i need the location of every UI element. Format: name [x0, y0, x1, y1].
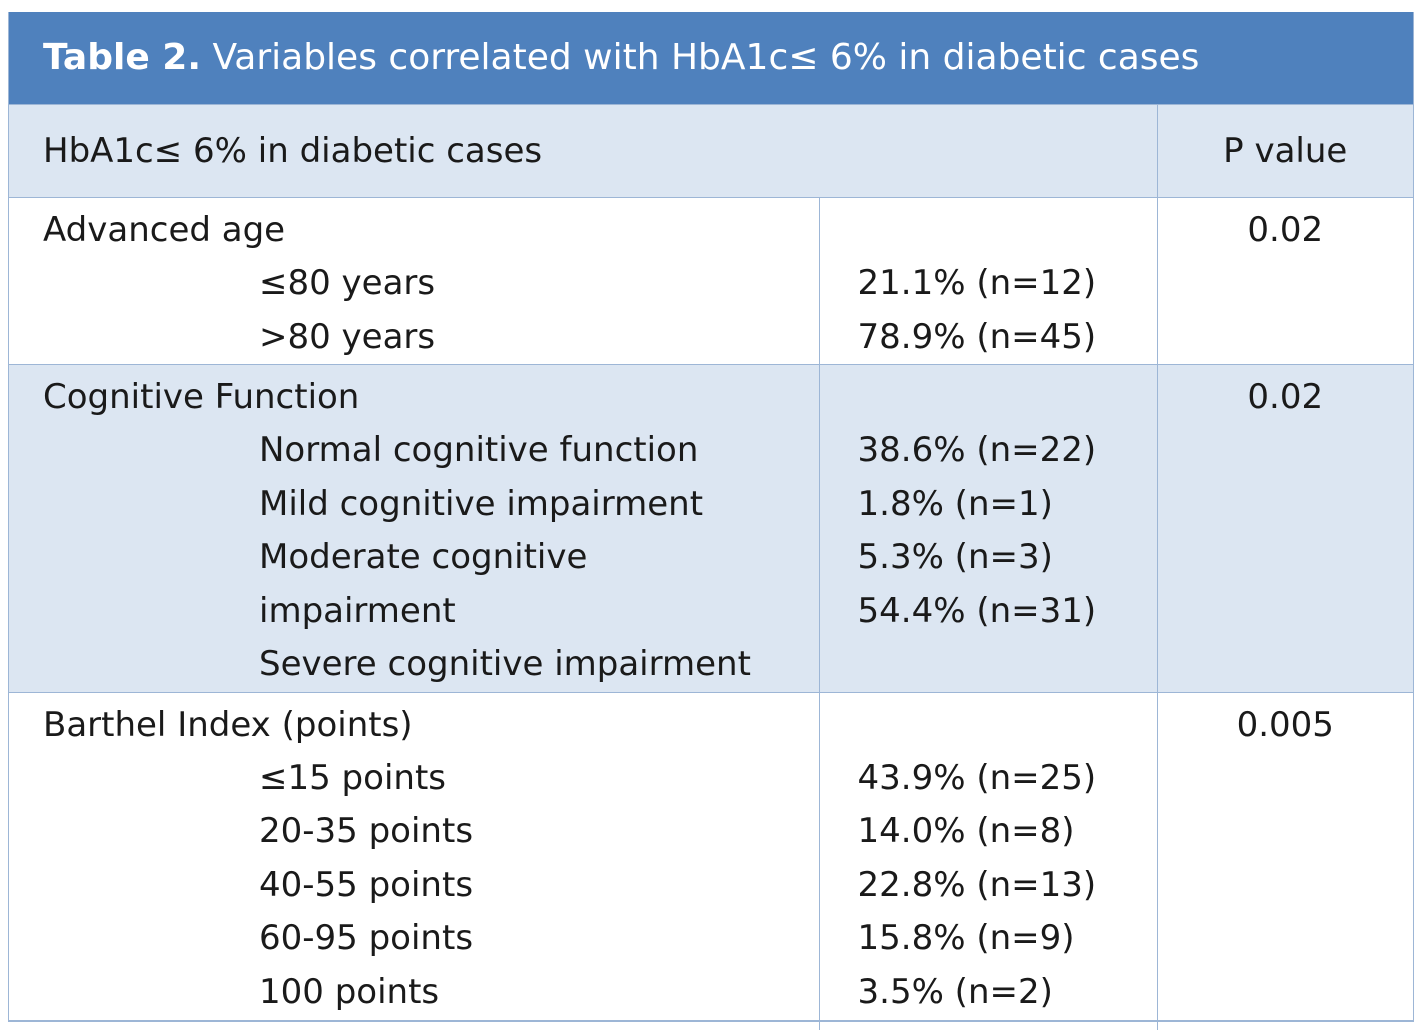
value-cell: 43.9% (n=25) 14.0% (n=8) 22.8% (n=13) 15…	[818, 691, 1157, 1030]
variable-cell: Cognitive Function Normal cognitive func…	[9, 364, 819, 692]
value-label: 38.6% (n=22)	[857, 430, 1097, 470]
category-label: ≤15 points	[259, 757, 446, 798]
pvalue-cell: 0.005	[1156, 691, 1413, 1030]
table-row-barthel-index: Barthel Index (points) ≤15 points 20-35 …	[9, 691, 1413, 1030]
caption-text: Variables correlated with HbA1c≤ 6% in d…	[201, 37, 1200, 78]
value-label: 3.5% (n=2)	[857, 971, 1053, 1012]
value-cell: 38.6% (n=22) 1.8% (n=1) 5.3% (n=3) 54.4%…	[818, 364, 1157, 692]
results-table: Table 2. Variables correlated with HbA1c…	[8, 12, 1414, 1030]
p-value: 0.02	[1247, 377, 1324, 417]
value-label: 21.1% (n=12)	[857, 263, 1097, 303]
p-value: 0.02	[1247, 210, 1324, 250]
header-pvalue-cell: P value	[1156, 104, 1413, 198]
value-label: 15.8% (n=9)	[857, 918, 1075, 958]
value-label: 78.9% (n=45)	[857, 316, 1097, 357]
value-label: 22.8% (n=13)	[857, 864, 1097, 905]
category-label: 20-35 points	[259, 811, 474, 851]
value-label: 14.0% (n=8)	[857, 811, 1075, 851]
data-table: HbA1c≤ 6% in diabetic cases P value Adva…	[9, 104, 1413, 1030]
category-label: impairment	[259, 590, 456, 631]
table-row-cognitive-function: Cognitive Function Normal cognitive func…	[9, 364, 1413, 692]
pvalue-cell: 0.02	[1156, 197, 1413, 365]
header-variable-cell: HbA1c≤ 6% in diabetic cases	[9, 104, 1157, 198]
category-label: 100 points	[259, 971, 440, 1012]
value-label: 1.8% (n=1)	[857, 483, 1053, 524]
p-value: 0.005	[1236, 704, 1334, 745]
value-label: 5.3% (n=3)	[857, 537, 1053, 577]
category-label: Severe cognitive impairment	[259, 644, 751, 684]
table-caption: Table 2. Variables correlated with HbA1c…	[9, 12, 1413, 104]
value-label: 54.4% (n=31)	[857, 590, 1097, 631]
category-label: 40-55 points	[259, 864, 474, 905]
value-cell: 21.1% (n=12) 78.9% (n=45)	[818, 197, 1157, 365]
header-pvalue-label: P value	[1223, 131, 1348, 171]
variable-cell: Barthel Index (points) ≤15 points 20-35 …	[9, 691, 819, 1030]
group-title: Cognitive Function	[43, 377, 360, 417]
category-label: Moderate cognitive	[259, 537, 588, 577]
value-label: 43.9% (n=25)	[857, 757, 1097, 798]
category-label: Normal cognitive function	[259, 430, 699, 470]
header-variable-label: HbA1c≤ 6% in diabetic cases	[43, 131, 543, 171]
group-title: Barthel Index (points)	[43, 704, 413, 745]
category-label: >80 years	[259, 316, 436, 357]
category-label: 60-95 points	[259, 918, 474, 958]
category-label: ≤80 years	[259, 263, 436, 303]
variable-cell: Advanced age ≤80 years >80 years	[9, 197, 819, 365]
category-label: Mild cognitive impairment	[259, 483, 704, 524]
group-title: Advanced age	[43, 210, 286, 250]
caption-label: Table 2.	[43, 37, 201, 78]
pvalue-cell: 0.02	[1156, 364, 1413, 692]
table-row-advanced-age: Advanced age ≤80 years >80 years 21.1% (…	[9, 197, 1413, 365]
table-header-row: HbA1c≤ 6% in diabetic cases P value	[9, 104, 1413, 198]
